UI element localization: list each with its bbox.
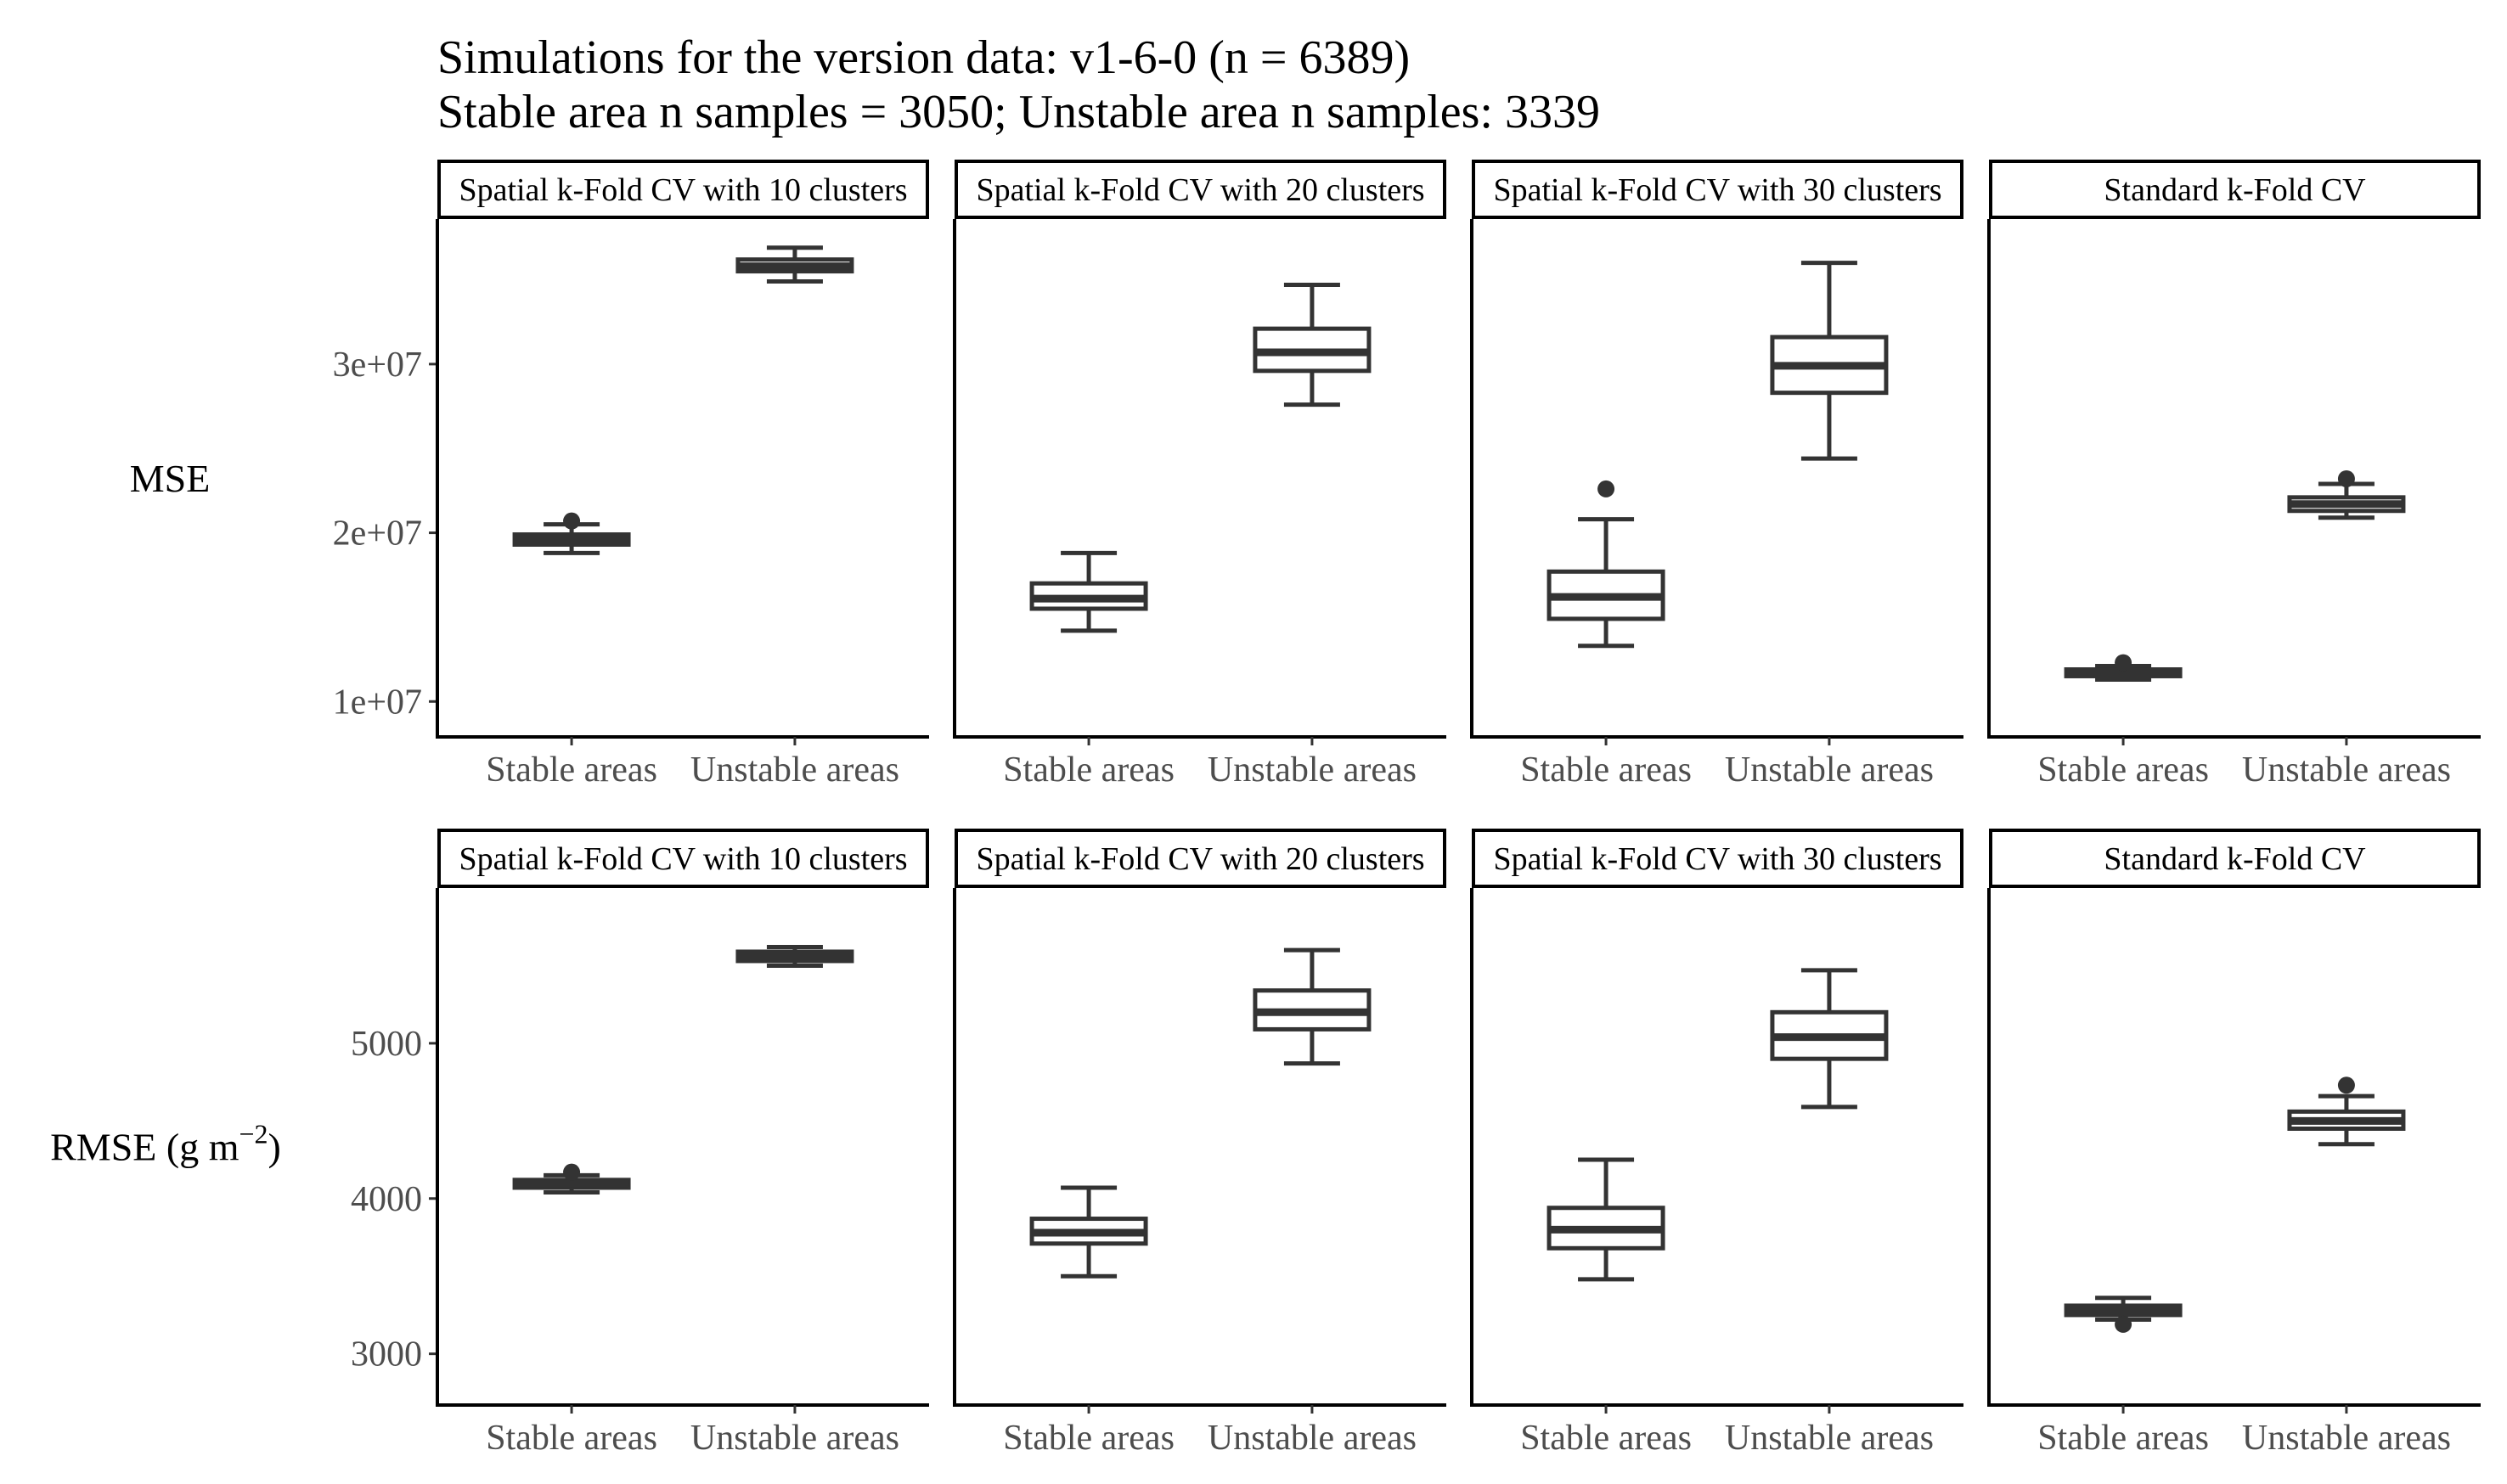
mse-panel-4-strip (1989, 160, 2481, 219)
mse-panel-4-unstable-outlier (2337, 469, 2355, 487)
mse-panel-4-unstable-box (2287, 469, 2406, 520)
mse-panel-3-stable-box (1546, 480, 1665, 649)
rmse-panel-4-strip-label: Standard k-Fold CV (2104, 841, 2366, 877)
mse-panel-1-unstable-box (735, 245, 854, 284)
rmse-panel-1-x-tick-label: Stable areas (486, 1419, 657, 1458)
rmse-panel-2-x-tick-label: Unstable areas (1208, 1419, 1417, 1458)
mse-y-tick-label: 2e+07 (333, 514, 422, 554)
rmse-panel-1-x-tick-label: Unstable areas (690, 1419, 899, 1458)
rmse-panel-4-unstable-box (2287, 1076, 2406, 1147)
mse-panel-2-strip-label: Spatial k-Fold CV with 20 clusters (976, 172, 1424, 208)
mse-panel-4-x-tick-label: Stable areas (2037, 750, 2209, 790)
mse-panel-1-stable-outlier (563, 512, 581, 530)
mse-panel-1-x-tick-label: Unstable areas (690, 750, 899, 790)
mse-y-axis-label: MSE (130, 457, 211, 500)
rmse-panel-1-unstable-box (735, 944, 854, 968)
rmse-panel-1-strip-label: Spatial k-Fold CV with 10 clusters (459, 841, 907, 877)
mse-panel-3-strip (1472, 160, 1963, 219)
rmse-y-tick-label: 3000 (351, 1335, 422, 1374)
rmse-panel-3-x-tick-label: Unstable areas (1725, 1419, 1934, 1458)
mse-panel-2-stable-box (1029, 550, 1148, 633)
mse-panel-4-stable-outlier (2115, 654, 2132, 672)
mse-panel-3-x-tick-label: Stable areas (1520, 750, 1692, 790)
mse-y-tick-label: 3e+07 (333, 346, 422, 385)
mse-panel-2-unstable-box (1253, 282, 1372, 408)
rmse-panel-3-x-tick-label: Stable areas (1520, 1419, 1692, 1458)
mse-panel-1-strip (437, 160, 929, 219)
mse-panel-1-x-tick-label: Stable areas (486, 750, 657, 790)
rmse-panel-2-unstable-box (1253, 947, 1372, 1066)
mse-panel-1-stable-box (512, 512, 631, 555)
rmse-panel-4-x-tick-label: Stable areas (2037, 1419, 2209, 1458)
mse-panel-4-strip-label: Standard k-Fold CV (2104, 172, 2366, 208)
mse-panel-1-strip-label: Spatial k-Fold CV with 10 clusters (459, 172, 907, 208)
rmse-panel-4-stable-outlier (2115, 1315, 2132, 1333)
rmse-panel-1-stable-outlier (563, 1163, 581, 1181)
chart-title-line-1: Simulations for the version data: v1-6-0… (437, 31, 1410, 84)
rmse-panel-3-stable-box (1546, 1157, 1665, 1282)
rmse-panel-2-x-tick-label: Stable areas (1003, 1419, 1175, 1458)
rmse-y-axis-label: RMSE (g m−2) (50, 1119, 281, 1169)
mse-panel-2-x-tick-label: Stable areas (1003, 750, 1175, 790)
chart-title-line-2: Stable area n samples = 3050; Unstable a… (437, 86, 1600, 138)
rmse-panel-4-strip (1989, 829, 2481, 888)
rmse-panel-4-x-tick-label: Unstable areas (2242, 1419, 2451, 1458)
mse-panel-3-strip-label: Spatial k-Fold CV with 30 clusters (1493, 172, 1941, 208)
mse-y-tick-label: 1e+07 (333, 683, 422, 722)
mse-panel-2-strip (955, 160, 1446, 219)
rmse-panel-4-stable-box (2064, 1296, 2183, 1333)
rmse-panel-3-unstable-box (1770, 968, 1889, 1110)
mse-panel-4-stable-box (2064, 654, 2183, 682)
mse-panel-2-x-tick-label: Unstable areas (1208, 750, 1417, 790)
rmse-y-tick-label: 5000 (351, 1025, 422, 1064)
mse-panel-3-x-tick-label: Unstable areas (1725, 750, 1934, 790)
rmse-panel-2-strip (955, 829, 1446, 888)
rmse-panel-3-strip (1472, 829, 1963, 888)
rmse-panel-3-strip-label: Spatial k-Fold CV with 30 clusters (1493, 841, 1941, 877)
rmse-panel-1-strip (437, 829, 929, 888)
rmse-panel-2-stable-box (1029, 1185, 1148, 1279)
mse-panel-3-stable-outlier (1597, 480, 1615, 497)
mse-panel-3-unstable-box (1770, 261, 1889, 461)
rmse-panel-4-unstable-outlier (2337, 1076, 2355, 1094)
rmse-y-tick-label: 4000 (351, 1180, 422, 1219)
rmse-panel-2-strip-label: Spatial k-Fold CV with 20 clusters (976, 841, 1424, 877)
plot-area: 1e+07 2e+07 3e+07 MSE Spatial k-Fold CV with… (50, 160, 2481, 1458)
rmse-panel-1-stable-box (512, 1163, 631, 1195)
mse-panel-4-x-tick-label: Unstable areas (2242, 750, 2451, 790)
